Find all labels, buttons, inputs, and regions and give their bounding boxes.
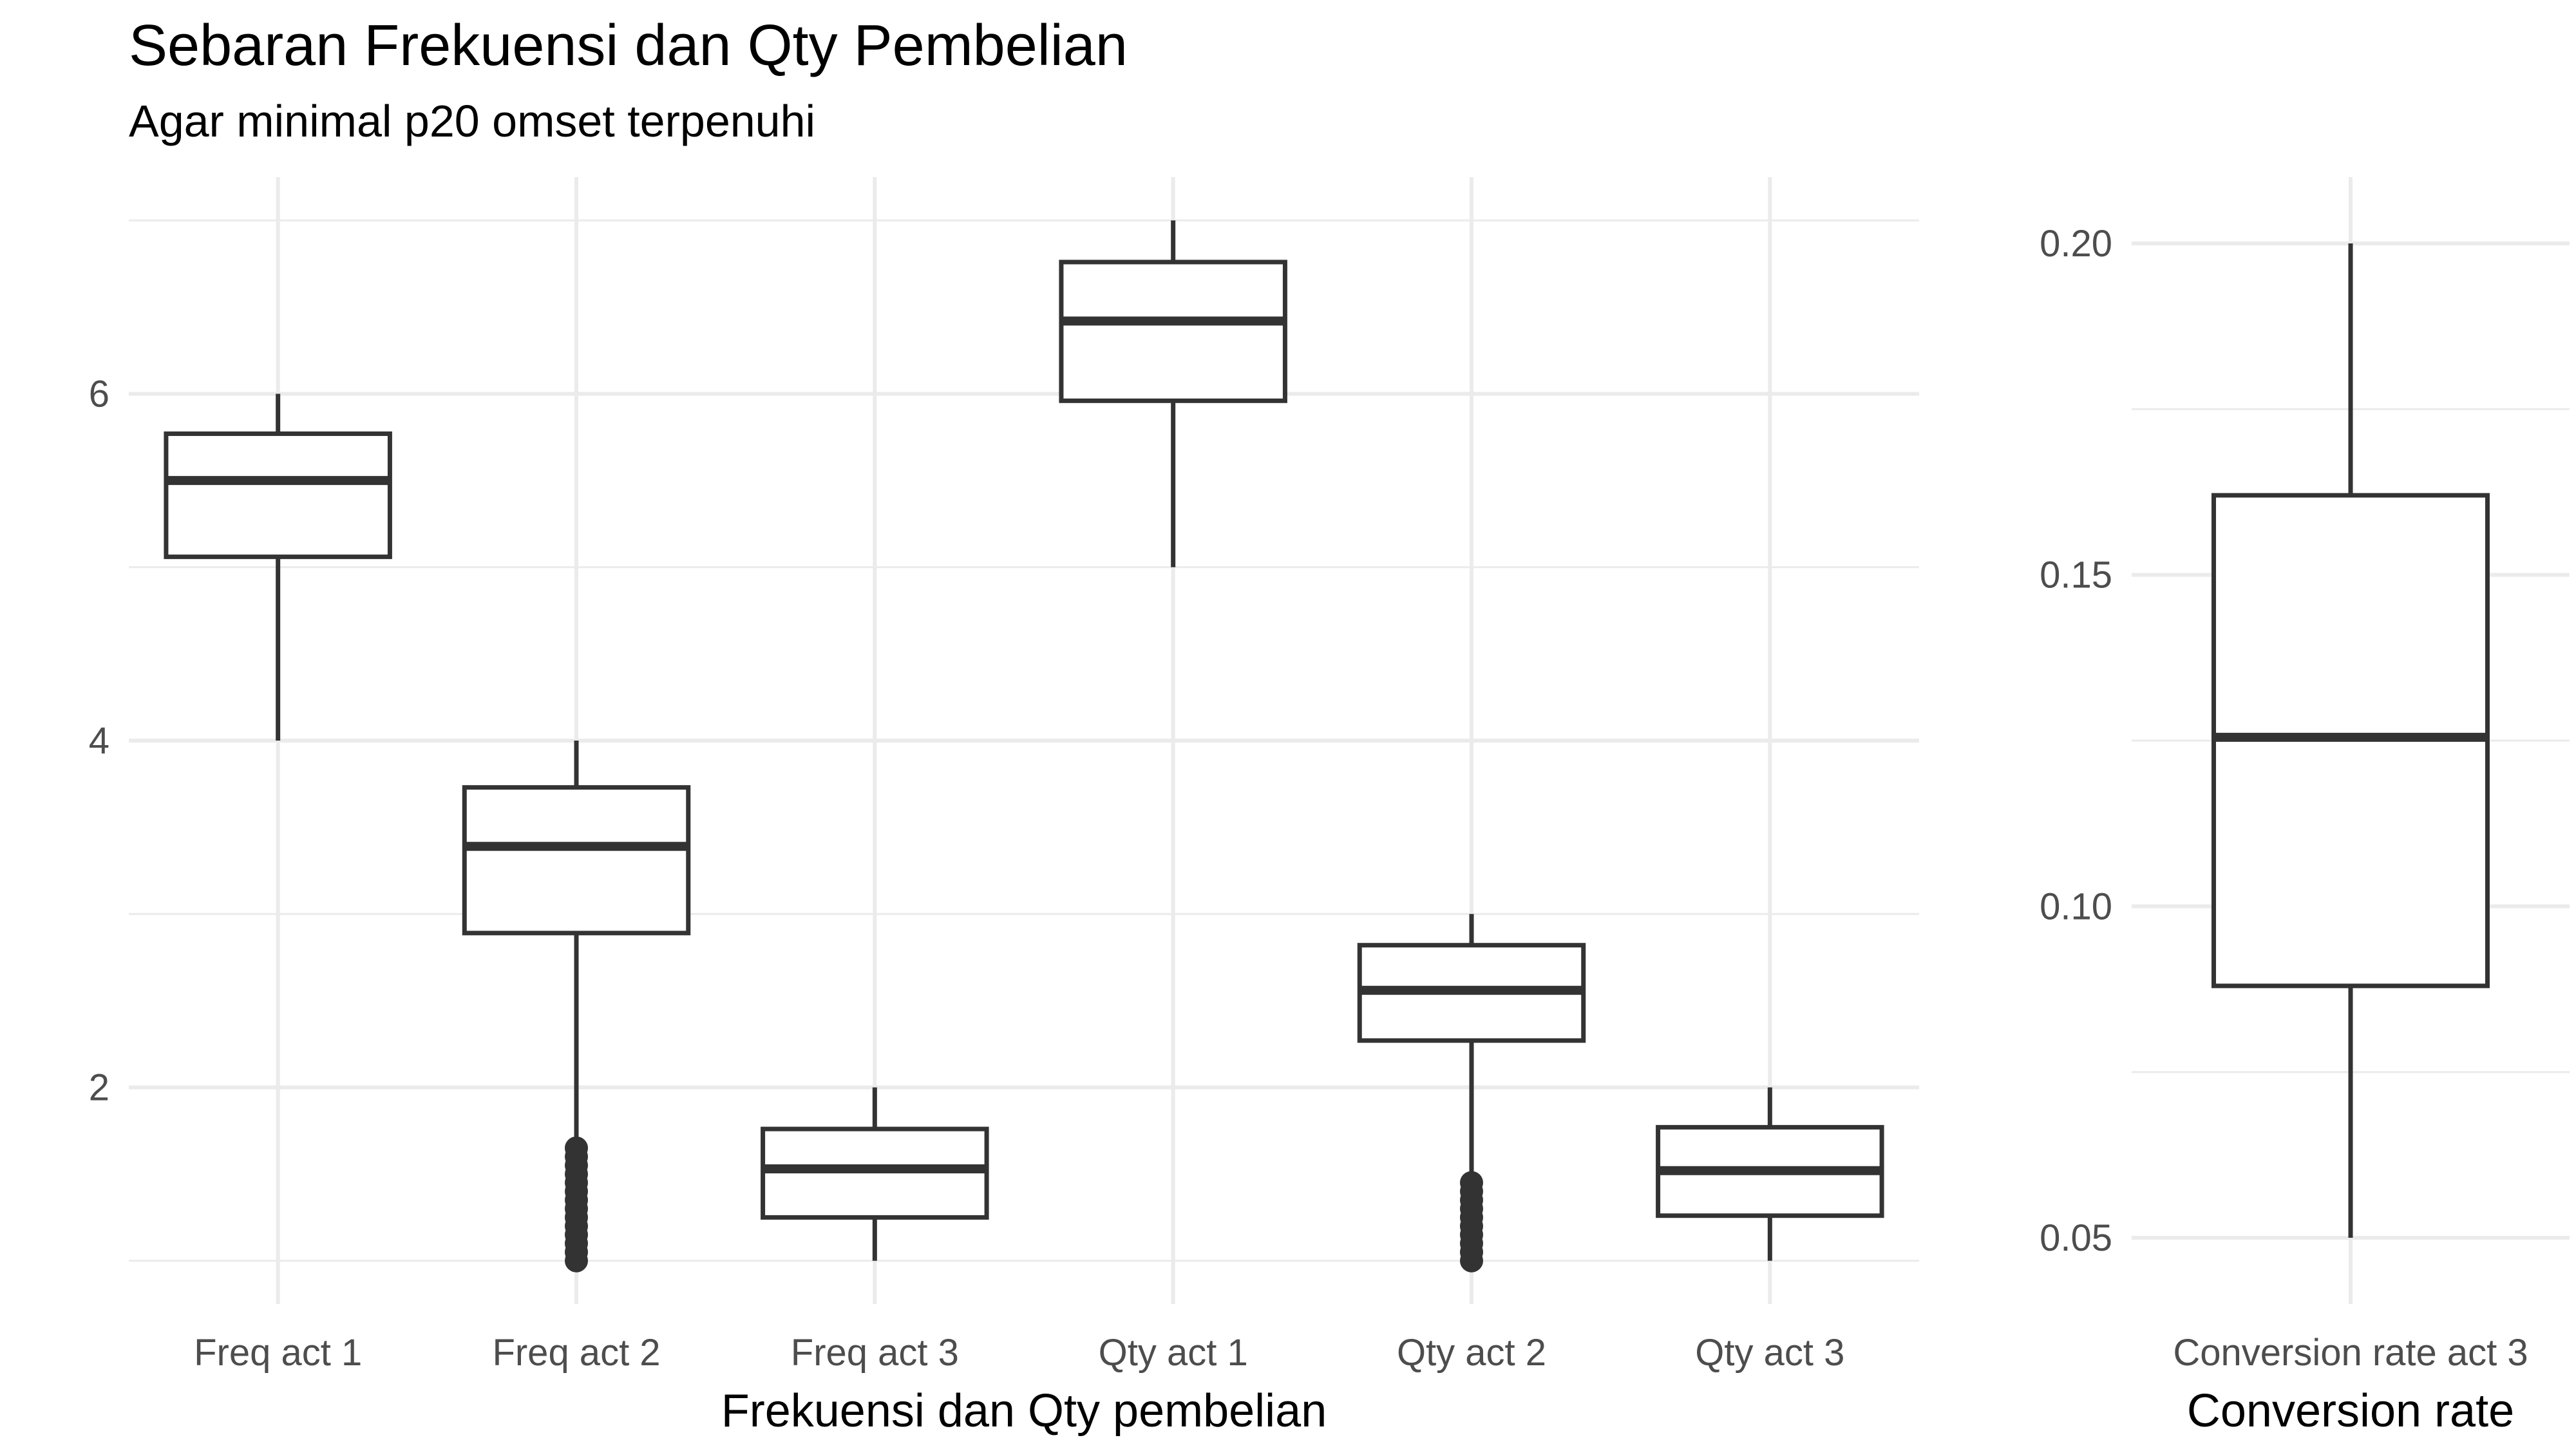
iqr-box <box>462 785 691 936</box>
y-tick-label: 4 <box>89 720 109 762</box>
chart-subtitle: Agar minimal p20 omset terpenuhi <box>129 96 816 146</box>
x-axis-title: Frekuensi dan Qty pembelian <box>721 1385 1327 1437</box>
y-tick-label: 0.10 <box>2040 886 2112 927</box>
y-tick-label: 0.20 <box>2040 223 2112 265</box>
x-tick-label: Freq act 3 <box>791 1332 959 1374</box>
panel-frequency-qty: 2 4 6 Freq act 1 Freq act 2 Freq act 3 Qty act… <box>89 177 1919 1437</box>
box-freq-act-3 <box>761 1087 989 1261</box>
iqr-box <box>1059 260 1287 403</box>
outlier-point <box>1460 1171 1483 1195</box>
panel-conversion-rate: 0.05 0.10 0.15 0.20 Conversion rate act 3 Con… <box>2040 177 2570 1437</box>
y-tick-label: 0.15 <box>2040 554 2112 596</box>
box-conversion-rate-act-3 <box>2211 243 2490 1238</box>
box-qty-act-2 <box>1357 914 1586 1273</box>
x-tick-label: Freq act 1 <box>194 1332 362 1374</box>
y-tick-label: 2 <box>89 1066 109 1108</box>
iqr-box <box>164 431 392 560</box>
y-tick-label: 6 <box>89 374 109 415</box>
x-axis-title: Conversion rate <box>2187 1385 2514 1437</box>
x-tick-label: Conversion rate act 3 <box>2173 1332 2528 1374</box>
box-freq-act-2 <box>462 741 691 1273</box>
x-tick-label: Freq act 2 <box>492 1332 660 1374</box>
x-tick-label: Qty act 1 <box>1099 1332 1248 1374</box>
box-qty-act-1 <box>1059 220 1287 567</box>
x-tick-label: Qty act 2 <box>1397 1332 1546 1374</box>
x-tick-label: Qty act 3 <box>1695 1332 1844 1374</box>
y-tick-label: 0.05 <box>2040 1217 2112 1259</box>
chart-title: Sebaran Frekuensi dan Qty Pembelian <box>129 14 1128 78</box>
box-freq-act-1 <box>164 393 392 741</box>
box-qty-act-3 <box>1656 1087 1884 1261</box>
outlier-point <box>565 1136 588 1160</box>
